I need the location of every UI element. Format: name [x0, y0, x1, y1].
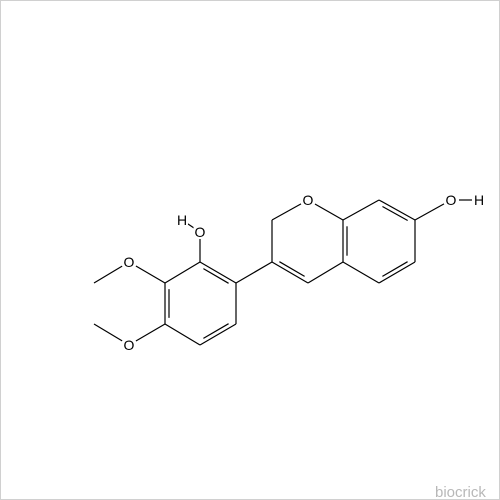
bond	[308, 262, 343, 283]
bond	[136, 266, 165, 283]
atom-H2p: H	[176, 213, 188, 227]
watermark-text: biocrick	[435, 484, 486, 500]
molecule-canvas: OOHOHOO biocrick	[0, 0, 500, 500]
bond	[200, 324, 236, 345]
bond	[379, 262, 415, 283]
atom-O4p: O	[123, 338, 136, 352]
atom-O1: O	[302, 193, 315, 207]
bond	[200, 262, 236, 283]
atom-O2p: O	[194, 225, 207, 239]
bond	[94, 324, 122, 341]
bond	[272, 262, 308, 283]
bond	[343, 262, 379, 283]
atom-H7: H	[473, 193, 485, 207]
bond	[343, 200, 379, 220]
bond	[165, 324, 200, 345]
bond	[136, 324, 165, 341]
atom-O7: O	[445, 193, 458, 207]
bond	[379, 200, 415, 220]
bond	[415, 204, 444, 220]
bond	[315, 204, 343, 220]
bond	[94, 266, 122, 283]
atom-O3p: O	[123, 255, 136, 269]
bond	[165, 262, 200, 283]
bond	[272, 204, 301, 220]
bond	[236, 262, 272, 283]
bond-layer	[1, 1, 500, 500]
